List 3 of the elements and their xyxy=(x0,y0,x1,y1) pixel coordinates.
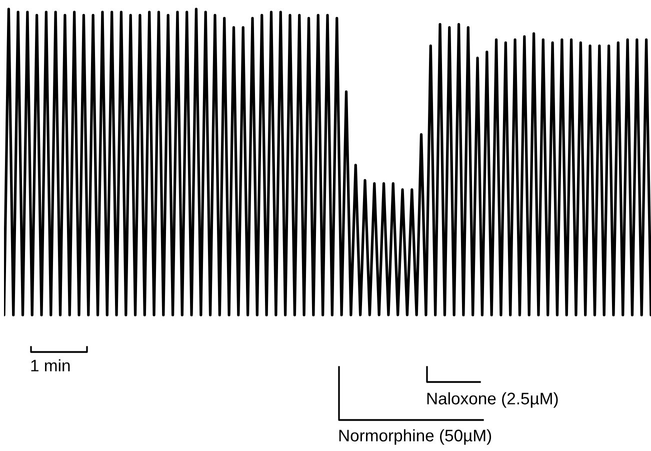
text: Normorphine (50µM) xyxy=(339,429,492,445)
text: 1 min xyxy=(31,359,70,372)
text: Naloxone (2.5µM) xyxy=(427,392,558,408)
